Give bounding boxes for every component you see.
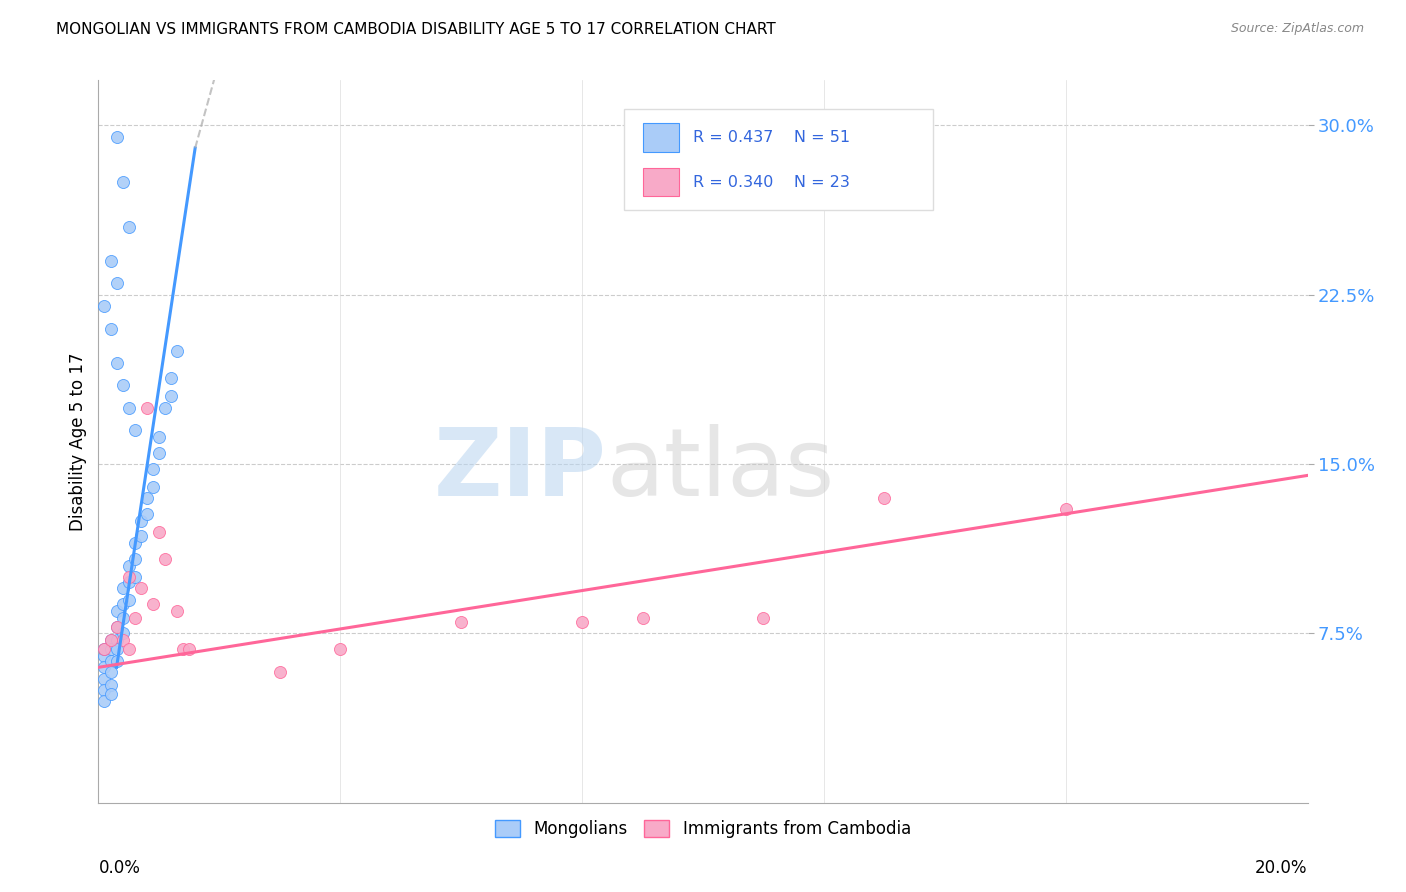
- Bar: [643, 123, 679, 152]
- Point: [135, 401, 157, 415]
- Point: [111, 597, 134, 611]
- Point: [93, 672, 115, 686]
- Legend: Mongolians, Immigrants from Cambodia: Mongolians, Immigrants from Cambodia: [488, 814, 918, 845]
- Point: [111, 633, 134, 648]
- Point: [166, 604, 188, 618]
- Point: [105, 277, 128, 291]
- Point: [118, 592, 141, 607]
- Point: [135, 491, 157, 505]
- Point: [118, 220, 141, 235]
- Point: [172, 642, 194, 657]
- Point: [160, 389, 183, 403]
- Point: [166, 344, 188, 359]
- Point: [124, 552, 146, 566]
- Point: [100, 321, 122, 335]
- Point: [105, 654, 128, 668]
- Point: [100, 633, 122, 648]
- Text: 0.0%: 0.0%: [98, 859, 141, 877]
- Point: [111, 175, 134, 189]
- Point: [105, 620, 128, 634]
- Point: [100, 253, 122, 268]
- Point: [631, 610, 654, 624]
- Point: [1054, 502, 1077, 516]
- Point: [93, 682, 115, 697]
- Point: [329, 642, 352, 657]
- Point: [118, 574, 141, 589]
- Point: [148, 524, 170, 539]
- Point: [93, 642, 115, 657]
- Point: [118, 642, 141, 657]
- Point: [105, 642, 128, 657]
- Point: [105, 129, 128, 144]
- Point: [100, 687, 122, 701]
- Point: [153, 552, 176, 566]
- Point: [118, 401, 141, 415]
- Point: [129, 514, 152, 528]
- Bar: [643, 168, 679, 196]
- Point: [93, 660, 115, 674]
- Point: [160, 371, 183, 385]
- Point: [105, 604, 128, 618]
- Point: [100, 642, 122, 657]
- Point: [135, 507, 157, 521]
- Point: [124, 423, 146, 437]
- Point: [148, 430, 170, 444]
- Point: [111, 582, 134, 596]
- Point: [873, 491, 896, 505]
- Point: [118, 558, 141, 573]
- Point: [100, 654, 122, 668]
- Point: [269, 665, 291, 679]
- Point: [118, 570, 141, 584]
- Text: Source: ZipAtlas.com: Source: ZipAtlas.com: [1230, 22, 1364, 36]
- Point: [93, 299, 115, 313]
- Point: [450, 615, 472, 630]
- Point: [111, 378, 134, 392]
- Point: [124, 536, 146, 550]
- Point: [142, 597, 165, 611]
- Text: R = 0.340    N = 23: R = 0.340 N = 23: [693, 175, 851, 189]
- Point: [111, 626, 134, 640]
- Point: [105, 620, 128, 634]
- Point: [124, 570, 146, 584]
- Point: [148, 446, 170, 460]
- Y-axis label: Disability Age 5 to 17: Disability Age 5 to 17: [69, 352, 87, 531]
- Point: [100, 633, 122, 648]
- Point: [105, 355, 128, 369]
- Text: atlas: atlas: [606, 425, 835, 516]
- Text: R = 0.437    N = 51: R = 0.437 N = 51: [693, 130, 851, 145]
- Point: [93, 648, 115, 663]
- Point: [571, 615, 593, 630]
- Point: [93, 642, 115, 657]
- Point: [142, 480, 165, 494]
- Point: [142, 461, 165, 475]
- Text: MONGOLIAN VS IMMIGRANTS FROM CAMBODIA DISABILITY AGE 5 TO 17 CORRELATION CHART: MONGOLIAN VS IMMIGRANTS FROM CAMBODIA DI…: [56, 22, 776, 37]
- Point: [129, 529, 152, 543]
- Point: [93, 694, 115, 708]
- Text: ZIP: ZIP: [433, 425, 606, 516]
- Point: [129, 582, 152, 596]
- Point: [105, 633, 128, 648]
- FancyBboxPatch shape: [624, 109, 932, 211]
- Point: [752, 610, 775, 624]
- Point: [100, 665, 122, 679]
- Point: [153, 401, 176, 415]
- Point: [179, 642, 201, 657]
- Point: [111, 610, 134, 624]
- Point: [124, 610, 146, 624]
- Text: 20.0%: 20.0%: [1256, 859, 1308, 877]
- Point: [100, 678, 122, 692]
